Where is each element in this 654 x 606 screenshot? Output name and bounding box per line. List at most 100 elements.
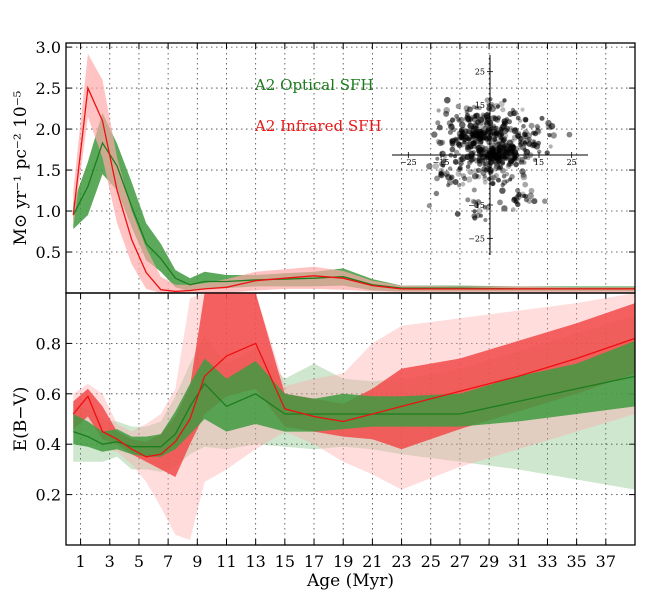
inset-point: [471, 104, 477, 110]
inset-point: [467, 122, 474, 130]
inset-point: [500, 182, 505, 188]
inset-point: [458, 160, 464, 166]
inset-ytick-label: 25: [475, 68, 485, 77]
inset-point: [467, 168, 474, 175]
inset-point: [432, 163, 439, 170]
inset-point: [457, 167, 462, 172]
inset-point: [528, 122, 535, 129]
inset-point: [499, 187, 506, 194]
inset-point: [441, 163, 446, 168]
top-ytick-label: 1.0: [36, 202, 61, 221]
inset-point: [468, 114, 475, 121]
inset-point: [485, 127, 491, 132]
inset-point: [472, 168, 479, 174]
inset-point: [484, 145, 491, 152]
inset-point: [539, 115, 545, 121]
inset-point: [504, 179, 510, 184]
inset-point: [443, 110, 450, 117]
inset-point: [523, 137, 530, 145]
inset-point: [444, 96, 451, 104]
inset-point: [480, 122, 486, 128]
inset-point: [468, 153, 475, 160]
inset-point: [510, 138, 515, 143]
inset-point: [519, 168, 526, 175]
inset-point: [518, 142, 523, 148]
inset-point: [550, 132, 557, 139]
inset-point: [446, 183, 451, 188]
inset-point: [473, 123, 479, 129]
inset-point: [465, 112, 471, 118]
inset-point: [442, 158, 447, 163]
legend: A2 Optical SFH A2 Infrared SFH: [254, 76, 382, 135]
inset-point: [435, 138, 441, 145]
inset-point: [450, 117, 456, 123]
sfh-panel: 0.5 1.0 1.5 2.0 2.5 3.0 A2 Optical SFH A2 Infra…: [11, 38, 636, 294]
inset-point: [502, 98, 507, 103]
inset-point: [547, 125, 553, 131]
extinction-band-0: [73, 340, 635, 457]
inset-point: [426, 203, 432, 209]
inset-point: [493, 125, 499, 131]
inset-point: [454, 113, 460, 119]
inset-point: [504, 156, 509, 162]
inset-point: [457, 183, 462, 188]
inset-point: [501, 179, 508, 186]
inset-xtick-label: 15: [534, 158, 544, 167]
inset-point: [501, 173, 507, 179]
sfh-band-0: [73, 112, 635, 292]
inset-point: [532, 131, 539, 137]
inset-point: [489, 155, 496, 162]
inset-point: [528, 187, 535, 194]
inset-point: [532, 139, 537, 144]
inset-point: [459, 155, 466, 162]
inset-point: [469, 131, 474, 136]
inset-point: [511, 110, 517, 117]
extinction-panel: 1 3 5 7 9 11 13 15 17 19 21 23 25 27 29 31 33 35 370.20.40…: [11, 292, 636, 591]
inset-point: [485, 134, 493, 142]
inset-point: [459, 121, 466, 129]
inset-point: [566, 131, 573, 138]
x-axis-label: Age (Myr): [306, 571, 394, 591]
inset-point: [498, 100, 505, 108]
inset-point: [534, 123, 540, 130]
extinction-series: [72, 293, 635, 540]
inset-point: [476, 126, 484, 133]
inset-point: [482, 174, 487, 179]
inset-point: [507, 157, 515, 165]
inset-point: [452, 158, 459, 165]
inset-point: [548, 144, 553, 149]
inset-point: [500, 159, 506, 165]
inset-point: [482, 204, 488, 210]
extinction-band-1: [73, 293, 635, 477]
top-ylabel: M⊙ yr⁻¹ pc⁻² 10⁻⁵: [11, 90, 31, 245]
inset-point: [476, 147, 482, 154]
inset-point: [515, 145, 522, 151]
inset-point: [523, 134, 529, 140]
inset-point: [465, 197, 471, 203]
inset-point: [471, 213, 478, 219]
inset-point: [483, 112, 491, 119]
inset-point: [522, 181, 529, 188]
inset-point: [472, 114, 478, 120]
inset-point: [496, 177, 501, 183]
bottom-xtick-label: 25: [421, 552, 441, 571]
inset-point: [438, 172, 445, 179]
inset-point: [466, 141, 471, 146]
inset-point: [545, 124, 551, 130]
inset-point: [436, 108, 441, 113]
inset-point: [500, 145, 507, 152]
inset-point: [435, 156, 440, 161]
inset-point: [513, 161, 519, 168]
inset-point: [437, 139, 444, 147]
top-ytick-label: 2.5: [36, 79, 61, 98]
inset-point: [492, 137, 498, 143]
inset-point: [537, 149, 542, 154]
inset-point: [474, 105, 479, 110]
inset-point: [522, 133, 528, 138]
inset-point: [518, 159, 525, 165]
bottom-ytick-label: 0.8: [36, 334, 61, 353]
inset-point: [477, 105, 482, 111]
inset-point: [521, 131, 528, 138]
inset-point: [518, 118, 523, 123]
inset-point: [523, 155, 528, 160]
